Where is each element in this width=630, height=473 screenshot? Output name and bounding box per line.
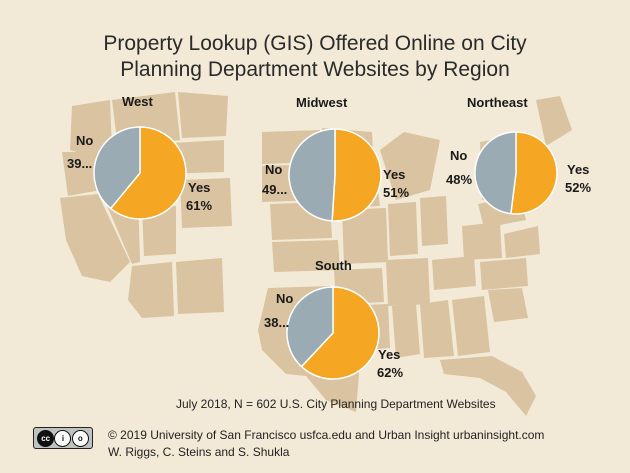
midwest-yes-label: Yes — [383, 167, 406, 182]
northeast-no-value: 48% — [446, 172, 473, 187]
south-no-label: No — [276, 291, 294, 306]
south-yes-slice — [300, 286, 380, 380]
west-no-value: 39... — [67, 156, 93, 171]
credit-line-2: W. Riggs, C. Steins and S. Shukla — [108, 445, 290, 459]
region-label-northeast: Northeast — [467, 95, 528, 110]
midwest-no-label: No — [265, 162, 283, 177]
west-yes-value: 61% — [186, 198, 213, 213]
south-yes-label: Yes — [378, 347, 401, 362]
northeast-yes-slice — [510, 131, 558, 215]
midwest-no-value: 49... — [262, 182, 288, 197]
midwest-no-slice — [288, 128, 336, 222]
northeast-yes-label: Yes — [567, 162, 590, 177]
northeast-no-slice — [474, 131, 517, 215]
region-label-west: West — [122, 94, 153, 109]
chart-title-line-2: Planning Department Websites by Region — [120, 58, 510, 81]
south-yes-value: 62% — [377, 365, 404, 380]
credit-line-1: © 2019 University of San Francisco usfca… — [108, 428, 545, 442]
midwest-yes-slice — [331, 128, 382, 222]
northeast-yes-value: 52% — [565, 180, 592, 195]
cc-glyph: cc — [37, 429, 55, 447]
west-no-label: No — [76, 133, 94, 148]
west-no-slice — [93, 126, 141, 210]
sample-note: July 2018, N = 602 U.S. City Planning De… — [176, 397, 496, 411]
west-yes-label: Yes — [188, 180, 211, 195]
region-label-south: South — [315, 258, 352, 273]
by-glyph: i — [54, 429, 72, 447]
south-no-value: 38... — [264, 315, 290, 330]
west-yes-slice — [109, 126, 187, 220]
south-no-slice — [286, 286, 334, 368]
region-label-midwest: Midwest — [296, 95, 348, 110]
northeast-no-label: No — [450, 148, 468, 163]
sa-glyph: o — [71, 429, 89, 447]
midwest-yes-value: 51% — [383, 185, 410, 200]
cc-by-sa-icon: cc i o — [33, 427, 93, 449]
chart-title-line-1: Property Lookup (GIS) Offered Online on … — [103, 32, 527, 55]
